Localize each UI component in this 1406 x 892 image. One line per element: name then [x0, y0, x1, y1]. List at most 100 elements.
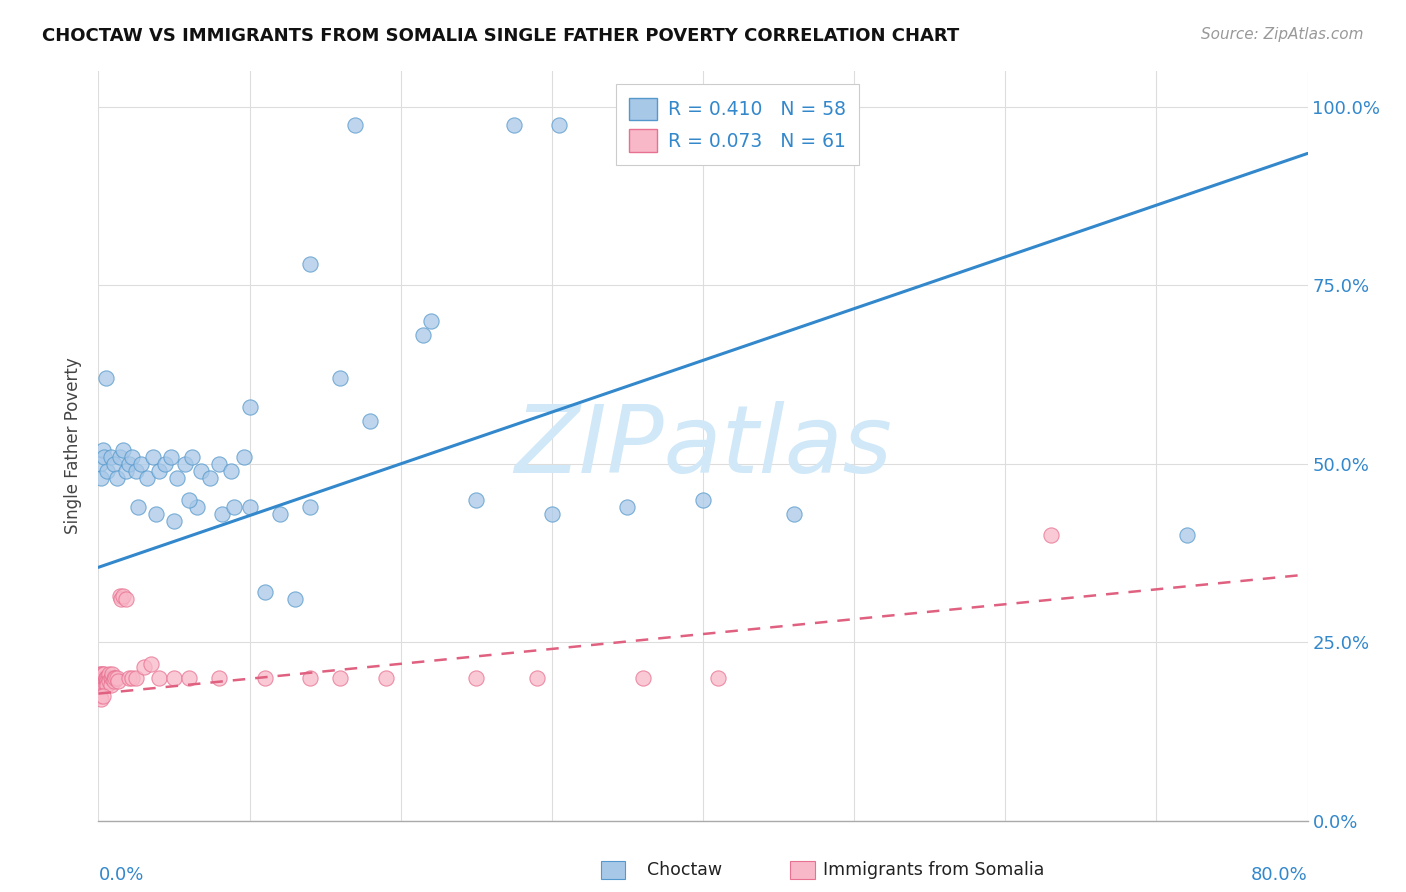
Point	[253, 585, 276, 599]
Point	[329, 671, 352, 685]
Point	[253, 671, 276, 685]
Point	[221, 464, 243, 478]
Point	[89, 457, 111, 471]
Point	[104, 671, 127, 685]
Point	[105, 671, 128, 685]
Point	[96, 678, 118, 692]
Point	[100, 678, 122, 692]
Point	[299, 671, 322, 685]
Point	[224, 500, 246, 514]
Point	[98, 674, 121, 689]
Point	[90, 674, 112, 689]
Point	[89, 667, 111, 681]
Point	[200, 471, 222, 485]
Point	[110, 592, 132, 607]
Point	[299, 257, 322, 271]
Point	[190, 464, 212, 478]
Point	[299, 500, 322, 514]
Point	[127, 500, 149, 514]
Point	[108, 450, 131, 464]
Point	[148, 671, 170, 685]
Point	[232, 450, 254, 464]
Point	[93, 674, 115, 689]
Point	[179, 671, 201, 685]
Point	[91, 442, 114, 457]
Point	[90, 671, 112, 685]
Point	[91, 689, 114, 703]
Point	[93, 678, 115, 692]
Point	[101, 671, 124, 685]
Bar	[600, 862, 626, 880]
Point	[118, 457, 141, 471]
Point	[90, 678, 112, 692]
Point	[329, 371, 352, 385]
Point	[707, 671, 730, 685]
Point	[181, 450, 204, 464]
Point	[129, 457, 152, 471]
Text: 0.0%: 0.0%	[98, 865, 143, 884]
Point	[145, 507, 167, 521]
Point	[412, 328, 434, 343]
Point	[93, 671, 115, 685]
Point	[103, 674, 125, 689]
Point	[91, 671, 114, 685]
Text: Immigrants from Somalia: Immigrants from Somalia	[823, 861, 1043, 879]
Point	[121, 450, 143, 464]
Point	[141, 657, 163, 671]
Point	[94, 674, 117, 689]
Point	[179, 492, 201, 507]
Point	[631, 671, 654, 685]
Point	[160, 450, 183, 464]
Point	[114, 464, 136, 478]
Point	[121, 671, 143, 685]
Point	[90, 667, 112, 681]
Point	[269, 507, 291, 521]
Bar	[790, 862, 815, 880]
Point	[173, 457, 195, 471]
Point	[125, 464, 148, 478]
Text: 80.0%: 80.0%	[1251, 865, 1308, 884]
Text: CHOCTAW VS IMMIGRANTS FROM SOMALIA SINGLE FATHER POVERTY CORRELATION CHART: CHOCTAW VS IMMIGRANTS FROM SOMALIA SINGL…	[42, 27, 959, 45]
Point	[132, 660, 155, 674]
Text: ZIPatlas: ZIPatlas	[515, 401, 891, 491]
Point	[284, 592, 307, 607]
Point	[91, 674, 114, 689]
Point	[89, 689, 111, 703]
Point	[94, 671, 117, 685]
Point	[142, 450, 165, 464]
Point	[90, 471, 112, 485]
Text: Source: ZipAtlas.com: Source: ZipAtlas.com	[1201, 27, 1364, 42]
Point	[163, 514, 186, 528]
Point	[100, 450, 122, 464]
Point	[94, 671, 117, 685]
Point	[89, 674, 111, 689]
Point	[91, 678, 114, 692]
Point	[360, 414, 382, 428]
Point	[239, 400, 262, 414]
Point	[783, 507, 806, 521]
Point	[540, 507, 562, 521]
Point	[90, 692, 112, 706]
Point	[118, 671, 141, 685]
Y-axis label: Single Father Poverty: Single Father Poverty	[65, 358, 83, 534]
Point	[101, 667, 124, 681]
Point	[211, 507, 233, 521]
Point	[90, 671, 112, 685]
Point	[125, 671, 148, 685]
Point	[374, 671, 396, 685]
Point	[93, 667, 115, 681]
Point	[135, 471, 157, 485]
Point	[94, 678, 117, 692]
Point	[103, 671, 125, 685]
Point	[111, 442, 134, 457]
Point	[208, 671, 231, 685]
Point	[103, 457, 125, 471]
Point	[420, 314, 443, 328]
Point	[91, 671, 114, 685]
Point	[111, 589, 134, 603]
Point	[465, 671, 488, 685]
Point	[186, 500, 208, 514]
Point	[89, 678, 111, 692]
Point	[93, 450, 115, 464]
Point	[344, 118, 367, 132]
